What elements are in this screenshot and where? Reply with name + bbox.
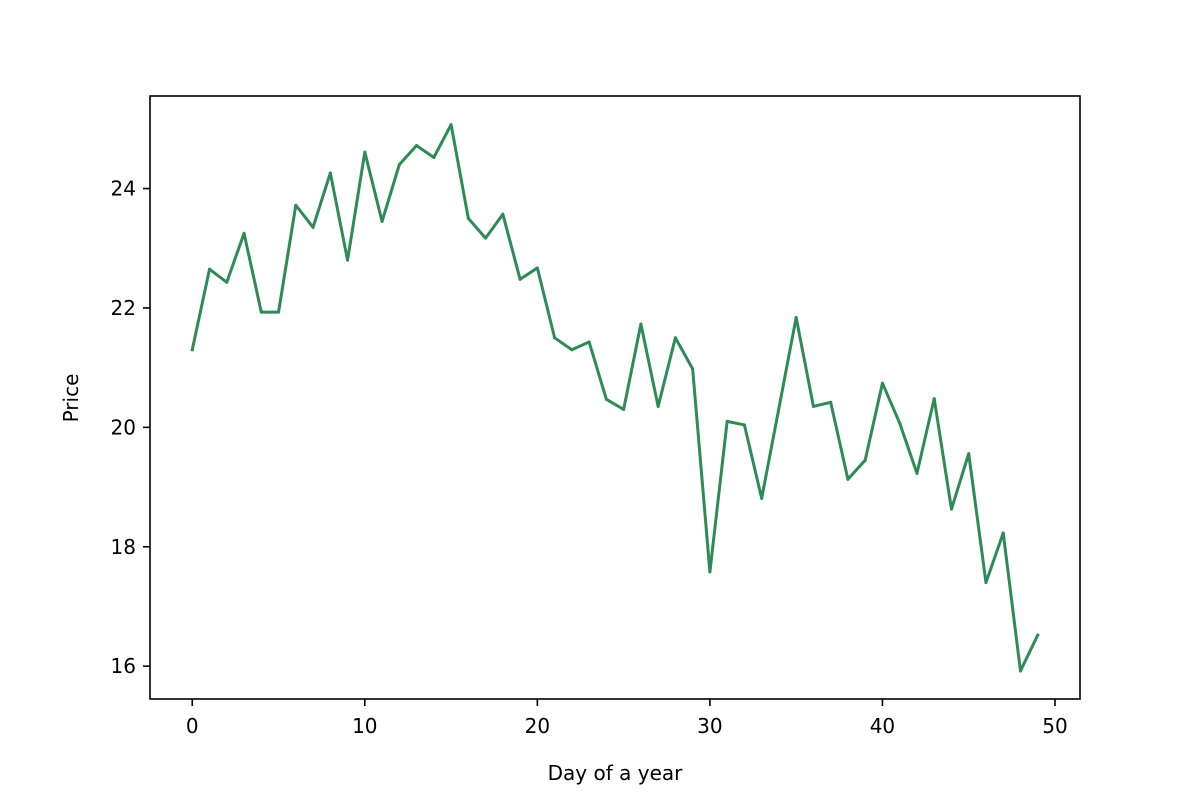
data-point <box>984 581 988 585</box>
x-tick-label: 40 <box>870 714 895 738</box>
data-point <box>328 171 332 175</box>
data-point <box>656 404 660 408</box>
x-axis-label: Day of a year <box>548 761 683 785</box>
data-point <box>777 406 781 410</box>
data-point <box>570 348 574 352</box>
data-point <box>639 322 643 326</box>
data-point <box>535 266 539 270</box>
data-point <box>415 144 419 148</box>
data-point <box>397 163 401 167</box>
data-point <box>587 340 591 344</box>
plot-area-background <box>150 96 1080 699</box>
data-point <box>553 336 557 340</box>
x-tick-label: 10 <box>352 714 377 738</box>
plot-frame <box>149 95 1081 700</box>
data-point <box>708 570 712 574</box>
data-point <box>346 258 350 262</box>
data-point <box>967 452 971 456</box>
y-tick-label: 18 <box>111 535 136 559</box>
data-point <box>742 423 746 427</box>
data-point <box>1001 531 1005 535</box>
data-point <box>604 397 608 401</box>
data-point <box>846 477 850 481</box>
y-tick-label: 16 <box>111 654 136 678</box>
data-point <box>225 280 229 284</box>
x-tick-label: 0 <box>186 714 199 738</box>
y-tick-label: 24 <box>111 177 136 201</box>
data-point <box>311 225 315 229</box>
data-point <box>622 407 626 411</box>
data-point <box>794 316 798 319</box>
data-point <box>208 267 212 271</box>
data-point <box>811 404 815 408</box>
y-tick-label: 22 <box>111 296 136 320</box>
data-point <box>484 236 488 240</box>
data-point <box>898 421 902 425</box>
x-tick-label: 50 <box>1042 714 1067 738</box>
data-point <box>829 400 833 404</box>
data-point <box>691 367 695 371</box>
data-point <box>259 310 263 314</box>
data-point <box>501 212 505 216</box>
data-point <box>294 203 298 207</box>
data-point <box>1036 633 1040 637</box>
data-point <box>466 216 470 220</box>
data-point <box>880 381 884 385</box>
data-point <box>863 458 867 462</box>
data-point <box>432 155 436 159</box>
data-point <box>1018 669 1022 673</box>
chart-marks <box>190 123 1040 673</box>
axis-ticks: 0 10 20 30 40 50 16 18 20 22 24 <box>111 177 1068 738</box>
data-point <box>915 471 919 475</box>
data-point <box>242 231 246 235</box>
y-axis-label: Price <box>59 374 83 423</box>
data-point <box>932 397 936 401</box>
data-point <box>449 123 453 127</box>
data-point <box>760 496 764 500</box>
x-tick-label: 20 <box>525 714 550 738</box>
data-point <box>949 507 953 511</box>
data-point <box>277 310 281 314</box>
series-line <box>190 123 1040 673</box>
data-point <box>725 419 729 423</box>
y-tick-label: 20 <box>111 415 136 439</box>
data-point <box>673 336 677 340</box>
x-tick-label: 30 <box>697 714 722 738</box>
data-point <box>518 277 522 281</box>
data-point <box>380 219 384 223</box>
data-point <box>190 348 194 352</box>
data-point <box>363 150 367 154</box>
